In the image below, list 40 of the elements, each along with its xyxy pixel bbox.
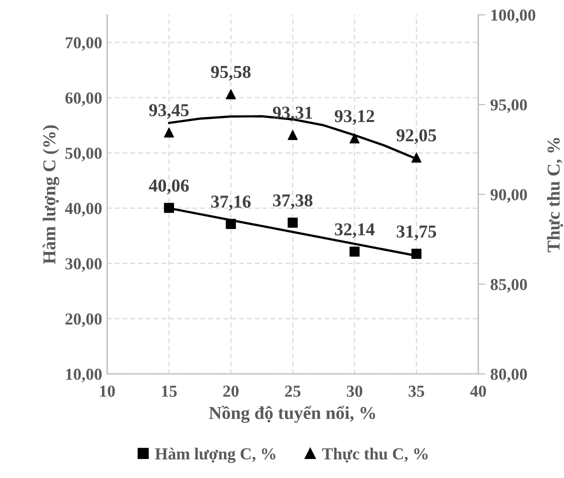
x-axis-title: Nồng độ tuyển nổi, % [209,406,376,423]
data-label: 37,16 [211,196,251,210]
y2-tick-label: 85,00 [490,278,527,293]
y2-tick-label: 95,00 [490,99,527,113]
y2-axis-title: Thực thu C, % [547,138,564,252]
point [226,89,236,100]
data-label: 37,38 [273,194,312,210]
y2-tick-label: 100,00 [491,10,536,24]
data-label: 95,58 [211,66,251,81]
y2-tick-label: 80,00 [490,368,527,382]
point [288,218,298,228]
x-tick-label: 30 [346,386,362,397]
y2-tick-label: 90,00 [490,189,527,203]
data-label: 92,05 [396,129,436,144]
point [288,130,298,140]
point [350,246,360,257]
x-tick-label: 20 [223,386,239,397]
data-label: 31,75 [396,226,436,240]
x-tick-label: 25 [285,386,300,397]
point [164,127,174,138]
y-axis-title: Hàm lượng C (%) [42,125,60,264]
y-tick-label: 70,00 [66,37,102,51]
x-tick-label: 35 [408,386,424,397]
point [350,133,360,144]
data-label: 93,45 [149,104,189,119]
legend-label: Hàm lượng C, % [155,448,276,463]
y-tick-label: 40,00 [65,202,102,217]
x-tick-label: 10 [100,386,115,397]
data-label: 32,14 [334,223,375,238]
data-label: 93,12 [334,110,374,125]
y-tick-label: 10,00 [66,368,102,382]
y-tick-label: 30,00 [65,258,102,272]
data-label: 93,31 [272,106,312,122]
y-tick-label: 60,00 [65,92,102,106]
y-tick-label: 20,00 [66,313,102,328]
y-tick-label: 50,00 [65,148,102,162]
x-tick-label: 15 [162,386,177,397]
x-tick-label: 40 [470,386,486,397]
data-label: 40,06 [148,180,189,194]
legend-label: Thực thu C, % [322,448,428,463]
